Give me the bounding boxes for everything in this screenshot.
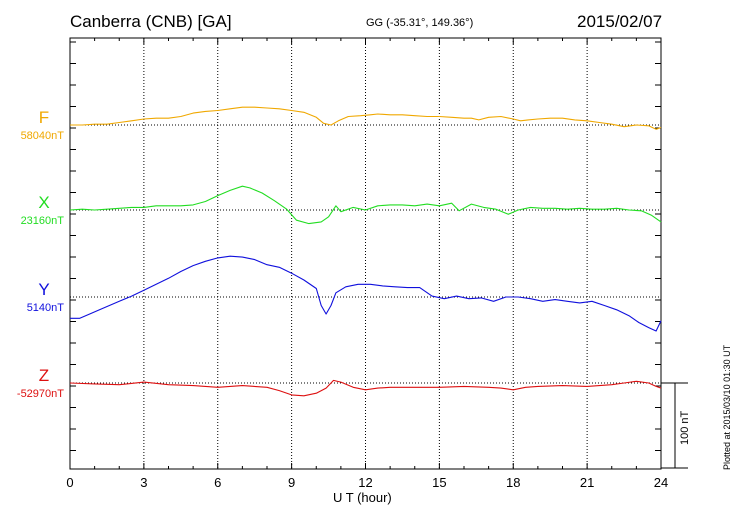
x-tick-label: 6 bbox=[214, 475, 221, 490]
chart-date: 2015/02/07 bbox=[577, 12, 663, 31]
plot-frame: 0 3 6 9 12 15 18 21 24 bbox=[66, 37, 688, 490]
series-labels: F 58040nT X 23160nT Y 5140nT Z -52970nT bbox=[17, 108, 64, 400]
x-tick-label: 12 bbox=[358, 475, 372, 490]
series-baseline-z: -52970nT bbox=[17, 388, 64, 400]
x-tick-label: 3 bbox=[140, 475, 147, 490]
series-baseline-f: 58040nT bbox=[21, 130, 65, 142]
series-line-z bbox=[69, 379, 662, 397]
series-lines bbox=[69, 106, 662, 397]
series-line-y bbox=[70, 255, 662, 332]
series-line-x bbox=[69, 185, 662, 225]
series-baseline-x: 23160nT bbox=[21, 215, 65, 227]
series-baseline-y: 5140nT bbox=[27, 302, 65, 314]
x-tick-label: 18 bbox=[506, 475, 520, 490]
scale-bar-label: 100 nT bbox=[679, 410, 691, 445]
x-axis-label: U T (hour) bbox=[333, 490, 392, 505]
series-name-z: Z bbox=[39, 366, 49, 385]
grid-lines bbox=[70, 38, 661, 469]
x-tick-label: 21 bbox=[580, 475, 594, 490]
series-name-y: Y bbox=[38, 280, 49, 299]
x-tick-label: 9 bbox=[288, 475, 295, 490]
series-line-f bbox=[70, 106, 662, 130]
series-name-x: X bbox=[38, 193, 49, 212]
plotted-timestamp: Plotted at 2015/03/10 01:30 UT bbox=[722, 344, 730, 470]
station-coordinates: GG (-35.31°, 149.36°) bbox=[366, 17, 474, 29]
series-name-f: F bbox=[39, 108, 49, 127]
x-tick-label: 24 bbox=[654, 475, 668, 490]
station-title: Canberra (CNB) [GA] bbox=[70, 12, 232, 31]
x-tick-label: 15 bbox=[432, 475, 446, 490]
x-tick-label: 0 bbox=[66, 475, 73, 490]
